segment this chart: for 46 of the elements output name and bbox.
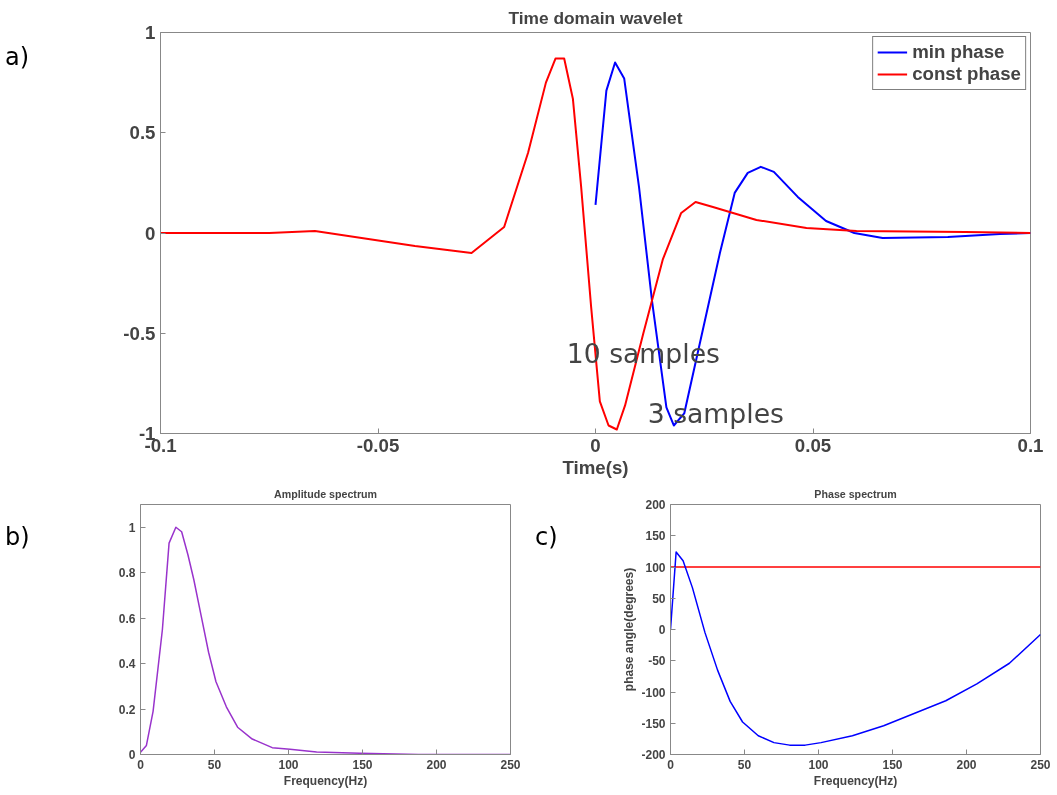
x-tick-label: 250 (1030, 757, 1051, 772)
x-tick-label: 250 (500, 757, 521, 772)
x-axis-title: Frequency(Hz) (813, 773, 898, 788)
y-tick-label: 50 (652, 591, 666, 606)
x-tick-label: 200 (426, 757, 447, 772)
x-axis-title: Frequency(Hz) (283, 773, 368, 788)
x-tick-label: 50 (207, 757, 222, 772)
x-tick-label: 100 (808, 757, 829, 772)
x-axis-title: Time(s) (562, 456, 629, 478)
y-tick-label: 0.8 (118, 566, 136, 581)
y-tick-label: -50 (648, 654, 666, 669)
text: a) (5, 42, 30, 73)
y-tick-label: -150 (641, 716, 666, 731)
y-tick-label: 0 (658, 623, 666, 637)
y-tick-label: 1 (145, 22, 156, 43)
y-tick-label: -100 (641, 685, 666, 700)
line-series (670, 551, 1041, 746)
y-tick-label: 0 (128, 748, 136, 762)
y-tick-label: 0 (145, 222, 156, 244)
x-tick-label: 150 (882, 757, 903, 772)
text: c) (535, 522, 558, 553)
legend-label: const phase (912, 63, 1021, 85)
x-tick-label: 150 (352, 757, 373, 772)
y-tick-label: 1 (128, 520, 136, 535)
y-tick-label: 150 (645, 529, 666, 544)
y-tick-label: -0.5 (123, 322, 156, 344)
x-tick-label: 0 (590, 434, 601, 456)
legend-label: min phase (912, 41, 1005, 63)
x-tick-label: 50 (737, 757, 752, 772)
y-axis-title: phase angle(degrees) (622, 567, 637, 692)
x-tick-label: 0.1 (1017, 434, 1044, 456)
x-tick-label: 200 (956, 757, 977, 772)
y-tick-label: -200 (641, 748, 666, 762)
y-tick-label: 200 (645, 498, 666, 512)
text: b) (5, 522, 30, 553)
x-tick-label: 0.05 (794, 434, 832, 456)
y-tick-label: 100 (645, 560, 666, 575)
y-tick-label: 0.6 (118, 611, 136, 626)
x-tick-label: -0.05 (356, 434, 400, 456)
chart-title: Amplitude spectrum (273, 487, 378, 500)
y-tick-label: 0.4 (118, 657, 136, 672)
x-tick-label: 100 (278, 757, 299, 772)
y-tick-label: 0.2 (118, 702, 136, 717)
chart-title: Phase spectrum (814, 487, 897, 500)
chart-title: Time domain wavelet (508, 7, 683, 28)
y-tick-label: 0.5 (129, 122, 156, 144)
